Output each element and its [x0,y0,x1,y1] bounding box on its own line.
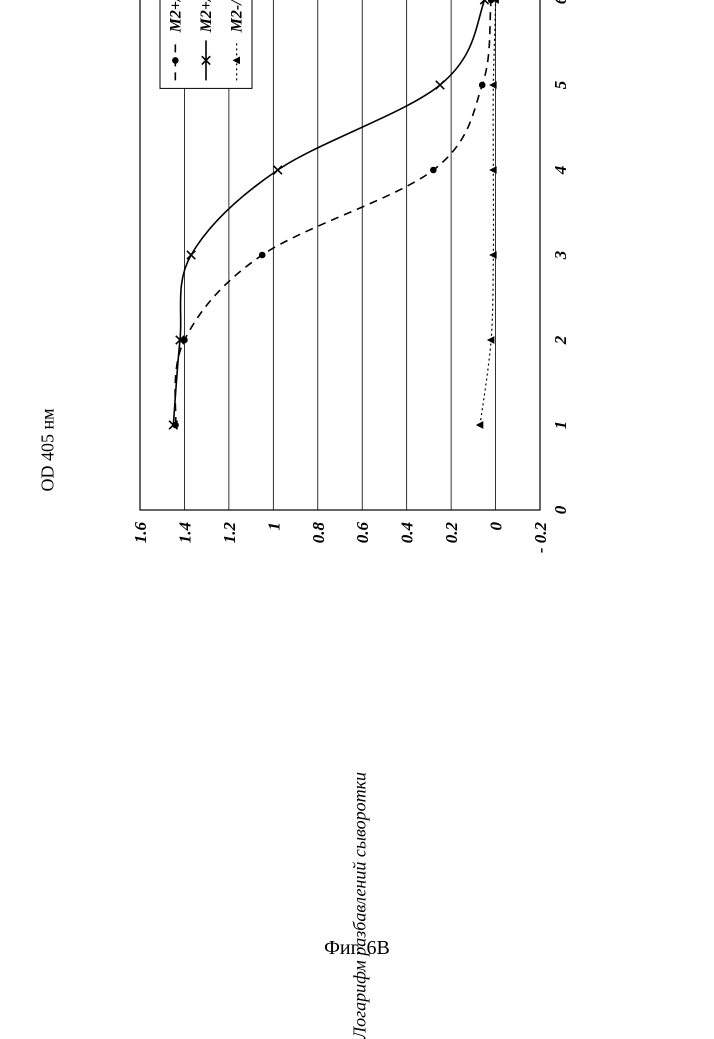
page: 7/53 OD 405 нм Логарифм разбавлений сыво… [0,0,714,1000]
svg-text:2: 2 [551,335,570,345]
line-chart: 012345678- 0.200.20.40.60.811.21.41.6M2+… [110,0,610,580]
chart-container: 012345678- 0.200.20.40.60.811.21.41.6M2+… [110,80,610,860]
svg-text:0: 0 [551,505,570,514]
svg-text:1: 1 [264,522,283,531]
legend: M2+/- M2+/+ M2-/- [160,0,252,88]
svg-text:0: 0 [487,522,506,531]
svg-text:0.2: 0.2 [442,522,461,544]
svg-text:M2-/-: M2-/- [229,0,246,33]
svg-text:0.4: 0.4 [398,522,417,543]
svg-text:6: 6 [551,0,570,4]
svg-text:- 0.2: - 0.2 [531,522,550,554]
svg-text:1.2: 1.2 [220,522,239,544]
svg-text:5: 5 [551,80,570,89]
svg-text:0.8: 0.8 [309,522,328,544]
figure-caption: Фиг. 6B [0,937,714,960]
svg-text:1.4: 1.4 [175,522,194,543]
svg-text:M2+/+: M2+/+ [198,0,215,33]
svg-text:M2+/-: M2+/- [167,0,184,33]
y-axis-label: OD 405 нм [38,408,59,491]
svg-text:1.6: 1.6 [131,522,150,544]
svg-text:4: 4 [551,166,570,176]
svg-text:1: 1 [551,421,570,430]
svg-text:0.6: 0.6 [353,522,372,544]
svg-text:3: 3 [551,250,570,260]
